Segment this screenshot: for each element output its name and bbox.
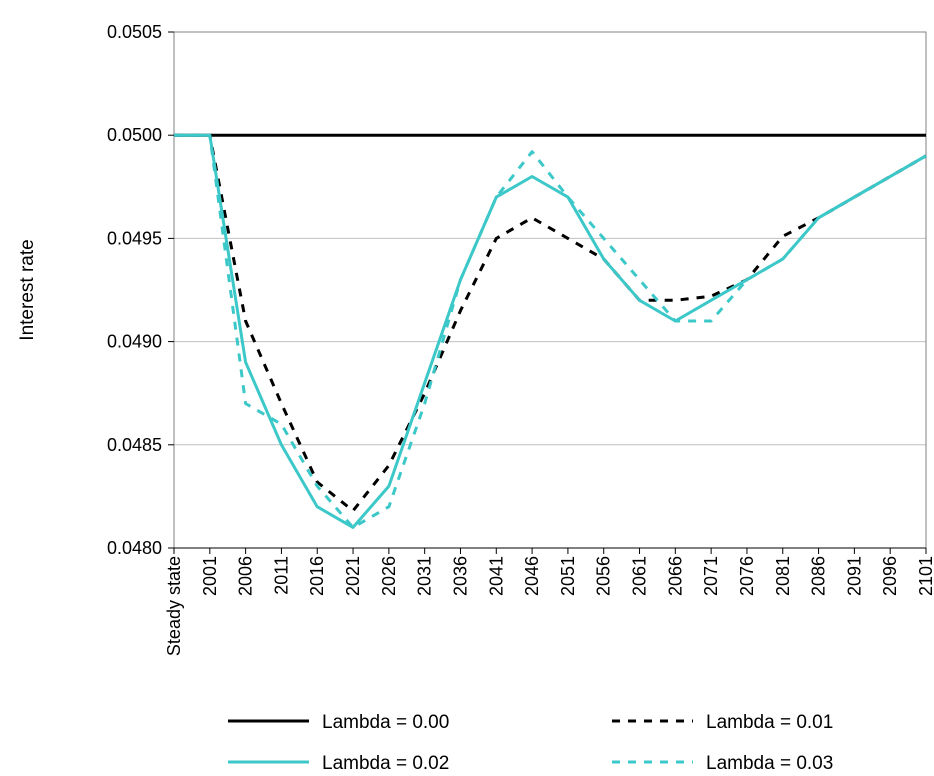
x-tick-label: 2006 [236,556,256,596]
x-tick-label: 2101 [916,556,934,596]
x-tick-label: Steady state [164,556,184,656]
series-line-2 [174,133,927,529]
x-tick-label: 2011 [271,556,291,595]
legend-label-1: Lambda = 0.01 [706,712,833,733]
plot-area-border [173,31,927,549]
x-tick-label: 2026 [379,556,399,596]
x-tick-label: 2096 [880,556,900,596]
x-tick-label: 2091 [844,556,864,596]
x-tick-label: 2021 [343,556,363,596]
y-tick-label: 0.0505 [107,22,162,42]
y-axis-label: Interest rate [17,239,38,340]
x-tick-label: 2041 [486,556,506,596]
x-tick-label: 2066 [665,556,685,596]
gridlines [174,134,926,446]
series-line-3 [174,133,927,529]
x-tick-label: 2061 [630,556,650,596]
y-axis: 0.0480 0.0485 0.0490 0.0495 0.0500 0.0505 [107,22,174,558]
series-lines [174,133,927,529]
legend-label-2: Lambda = 0.02 [322,753,449,774]
x-tick-label: 2076 [737,556,757,596]
legend-label-3: Lambda = 0.03 [706,753,833,774]
y-tick-label: 0.0500 [107,125,162,145]
legend-label-0: Lambda = 0.00 [322,712,449,733]
y-tick-label: 0.0480 [107,538,162,558]
x-tick-label: 2016 [307,556,327,596]
x-tick-label: 2036 [450,556,470,596]
y-tick-label: 0.0490 [107,332,162,352]
x-tick-label: 2031 [415,556,435,596]
x-tick-label: 2071 [701,556,721,596]
legend: Lambda = 0.00 Lambda = 0.01 Lambda = 0.02 L… [228,712,833,774]
x-tick-label: 2046 [522,556,542,596]
y-tick-label: 0.0485 [107,435,162,455]
series-line-1 [174,133,927,513]
x-tick-label: 2051 [558,556,578,596]
x-tick-label: 2081 [773,556,793,596]
y-tick-label: 0.0495 [107,228,162,248]
x-axis: Steady state 2001 2006 2011 2016 2021 2026 2031… [164,547,934,656]
x-tick-label: 2056 [594,556,614,596]
x-tick-label: 2086 [809,556,829,596]
x-tick-label: 2001 [200,556,220,596]
